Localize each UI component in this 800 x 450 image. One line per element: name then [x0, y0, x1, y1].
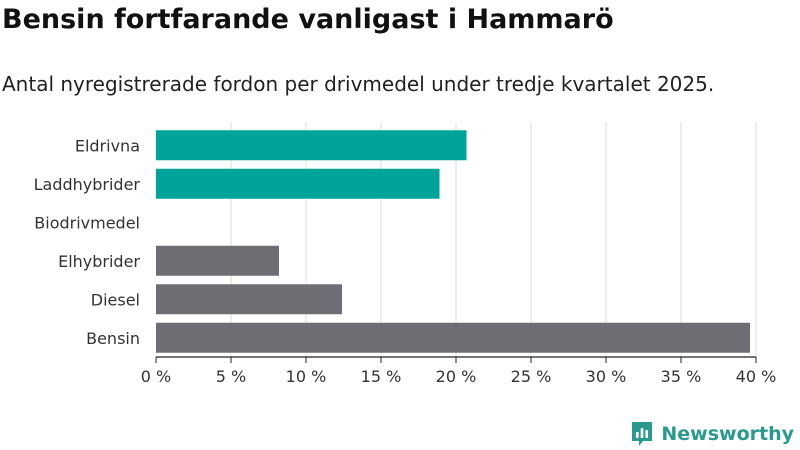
category-label: Elhybrider — [58, 252, 140, 271]
x-tick-label: 0 % — [141, 367, 171, 386]
bar-chart: Eldrivna Laddhybrider Biodrivmedel Elhybrid… — [34, 122, 777, 386]
x-tick-label: 5 % — [216, 367, 246, 386]
newsworthy-logo-icon — [632, 422, 653, 446]
brand-name: Newsworthy — [661, 423, 794, 445]
bar — [156, 168, 440, 199]
x-tick-label: 40 % — [736, 367, 777, 386]
brand-logo: Newsworthy — [630, 420, 794, 448]
bar — [156, 284, 342, 315]
category-label: Diesel — [91, 290, 140, 309]
bar — [156, 322, 750, 353]
x-tick-label: 25 % — [511, 367, 552, 386]
x-tick-label: 10 % — [286, 367, 327, 386]
category-label: Biodrivmedel — [34, 213, 140, 232]
x-tick-label: 30 % — [586, 367, 627, 386]
bar — [156, 245, 279, 276]
bar — [156, 130, 467, 161]
x-tick-label: 35 % — [661, 367, 702, 386]
chart-title: Bensin fortfarande vanligast i Hammarö — [2, 4, 614, 35]
category-label: Bensin — [86, 329, 140, 348]
x-tick-label: 20 % — [436, 367, 477, 386]
x-tick-label: 15 % — [361, 367, 402, 386]
chart-subtitle: Antal nyregistrerade fordon per drivmede… — [2, 72, 715, 96]
category-label: Eldrivna — [75, 136, 140, 155]
category-label: Laddhybrider — [34, 175, 141, 194]
